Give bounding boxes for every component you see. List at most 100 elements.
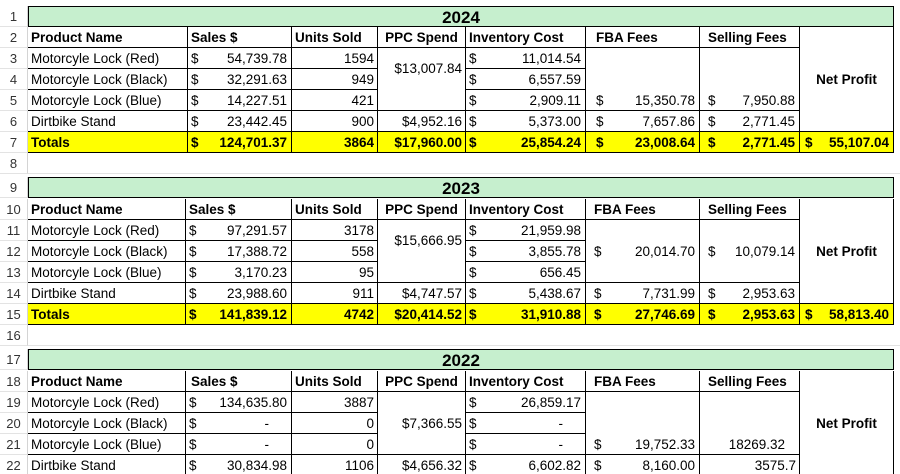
- total-sales[interactable]: $124,701.37: [188, 132, 292, 153]
- ppc-stand-cell[interactable]: $4,747.57: [378, 283, 466, 304]
- row-number[interactable]: 12: [0, 241, 28, 262]
- row-number[interactable]: 1: [0, 6, 28, 27]
- net-profit-label-2024[interactable]: Net Profit: [800, 27, 894, 132]
- product-cell[interactable]: Motorcyle Lock (Red): [28, 48, 188, 69]
- inventory-cell[interactable]: $ -: [466, 413, 586, 434]
- total-selling[interactable]: $2,953.63: [700, 304, 800, 325]
- row-number[interactable]: 4: [0, 69, 28, 90]
- header-inventory[interactable]: Inventory Cost: [466, 27, 586, 48]
- header-units[interactable]: Units Sold: [292, 199, 378, 220]
- total-units[interactable]: 4742: [292, 304, 378, 325]
- row-number[interactable]: 21: [0, 434, 28, 455]
- row-number[interactable]: 8: [0, 153, 28, 174]
- total-fba[interactable]: $27,746.69: [586, 304, 700, 325]
- row-number[interactable]: 5: [0, 90, 28, 111]
- sales-cell[interactable]: $30,834.98: [186, 455, 292, 474]
- sales-cell[interactable]: $17,388.72: [186, 241, 292, 262]
- row-number[interactable]: 22: [0, 455, 28, 474]
- inventory-cell[interactable]: $6,557.59: [466, 69, 586, 90]
- sales-cell[interactable]: $23,988.60: [186, 283, 292, 304]
- fba-locks-cell[interactable]: $15,350.78: [586, 48, 700, 111]
- sales-cell[interactable]: $ -: [186, 434, 292, 455]
- total-inventory[interactable]: $25,854.24: [466, 132, 586, 153]
- units-cell[interactable]: 900: [292, 111, 378, 132]
- units-cell[interactable]: 949: [292, 69, 378, 90]
- header-units[interactable]: Units Sold: [292, 27, 378, 48]
- header-fba[interactable]: FBA Fees: [586, 371, 700, 392]
- fba-stand-cell[interactable]: $7,731.99: [586, 283, 700, 304]
- header-ppc[interactable]: PPC Spend: [378, 371, 466, 392]
- product-cell[interactable]: Motorcyle Lock (Blue): [28, 262, 186, 283]
- header-selling[interactable]: Selling Fees: [700, 371, 800, 392]
- row-number[interactable]: 16: [0, 325, 28, 346]
- header-product[interactable]: Product Name: [28, 371, 186, 392]
- units-cell[interactable]: 1594: [292, 48, 378, 69]
- header-selling[interactable]: Selling Fees: [700, 27, 800, 48]
- ppc-stand-cell[interactable]: $4,656.32: [378, 455, 466, 474]
- row-number[interactable]: 3: [0, 48, 28, 69]
- inventory-cell[interactable]: $5,438.67: [466, 283, 586, 304]
- row-number[interactable]: 19: [0, 392, 28, 413]
- total-net-profit[interactable]: $58,813.40: [800, 304, 894, 325]
- totals-label[interactable]: Totals: [28, 304, 186, 325]
- row-number[interactable]: 2: [0, 27, 28, 48]
- product-cell[interactable]: Motorcyle Lock (Blue): [28, 434, 186, 455]
- ppc-stand-cell[interactable]: $4,952.16: [378, 111, 466, 132]
- sales-cell[interactable]: $32,291.63: [188, 69, 292, 90]
- row-number[interactable]: 10: [0, 199, 28, 220]
- header-inventory[interactable]: Inventory Cost: [466, 371, 586, 392]
- fba-locks-cell[interactable]: $19,752.33: [586, 392, 700, 455]
- header-sales[interactable]: Sales $: [186, 371, 292, 392]
- units-cell[interactable]: 95: [292, 262, 378, 283]
- product-cell[interactable]: Motorcyle Lock (Black): [28, 413, 186, 434]
- selling-locks-cell[interactable]: $7,950.88: [700, 48, 800, 111]
- units-cell[interactable]: 421: [292, 90, 378, 111]
- selling-locks-cell[interactable]: $10,079.14: [700, 220, 800, 283]
- sales-cell[interactable]: $3,170.23: [186, 262, 292, 283]
- year-header-2022[interactable]: 2022: [28, 349, 894, 370]
- header-ppc[interactable]: PPC Spend: [378, 27, 466, 48]
- total-units[interactable]: 3864: [292, 132, 378, 153]
- units-cell[interactable]: 1106: [292, 455, 378, 474]
- total-selling[interactable]: $2,771.45: [700, 132, 800, 153]
- sales-cell[interactable]: $97,291.57: [186, 220, 292, 241]
- product-cell[interactable]: Motorcyle Lock (Blue): [28, 90, 188, 111]
- row-number[interactable]: 18: [0, 371, 28, 392]
- ppc-locks-cell[interactable]: $13,007.84: [378, 48, 466, 111]
- units-cell[interactable]: 911: [292, 283, 378, 304]
- year-header-2023[interactable]: 2023: [28, 177, 894, 198]
- inventory-cell[interactable]: $6,602.82: [466, 455, 586, 474]
- inventory-cell[interactable]: $26,859.17: [466, 392, 586, 413]
- units-cell[interactable]: 0: [292, 413, 378, 434]
- product-cell[interactable]: Motorcyle Lock (Black): [28, 241, 186, 262]
- total-ppc[interactable]: $20,414.52: [378, 304, 466, 325]
- header-units[interactable]: Units Sold: [292, 371, 378, 392]
- sales-cell[interactable]: $23,442.45: [188, 111, 292, 132]
- ppc-locks-cell[interactable]: $15,666.95: [378, 220, 466, 283]
- inventory-cell[interactable]: $11,014.54: [466, 48, 586, 69]
- row-number[interactable]: 6: [0, 111, 28, 132]
- total-ppc[interactable]: $17,960.00: [378, 132, 466, 153]
- inventory-cell[interactable]: $21,959.98: [466, 220, 586, 241]
- header-product[interactable]: Product Name: [28, 199, 186, 220]
- sales-cell[interactable]: $54,739.78: [188, 48, 292, 69]
- units-cell[interactable]: 558: [292, 241, 378, 262]
- row-number[interactable]: 13: [0, 262, 28, 283]
- row-number[interactable]: 17: [0, 349, 28, 370]
- sales-cell[interactable]: $ -: [186, 413, 292, 434]
- inventory-cell[interactable]: $656.45: [466, 262, 586, 283]
- fba-locks-cell[interactable]: $20,014.70: [586, 220, 700, 283]
- blank-row[interactable]: [28, 153, 900, 174]
- product-cell[interactable]: Dirtbike Stand: [28, 111, 188, 132]
- product-cell[interactable]: Motorcyle Lock (Black): [28, 69, 188, 90]
- total-inventory[interactable]: $31,910.88: [466, 304, 586, 325]
- row-number[interactable]: 11: [0, 220, 28, 241]
- total-sales[interactable]: $141,839.12: [186, 304, 292, 325]
- blank-row[interactable]: [28, 325, 900, 346]
- header-sales[interactable]: Sales $: [188, 27, 292, 48]
- fba-stand-cell[interactable]: $8,160.00: [586, 455, 700, 474]
- selling-stand-cell[interactable]: 3575.7: [700, 455, 800, 474]
- product-cell[interactable]: Motorcyle Lock (Red): [28, 220, 186, 241]
- units-cell[interactable]: 3178: [292, 220, 378, 241]
